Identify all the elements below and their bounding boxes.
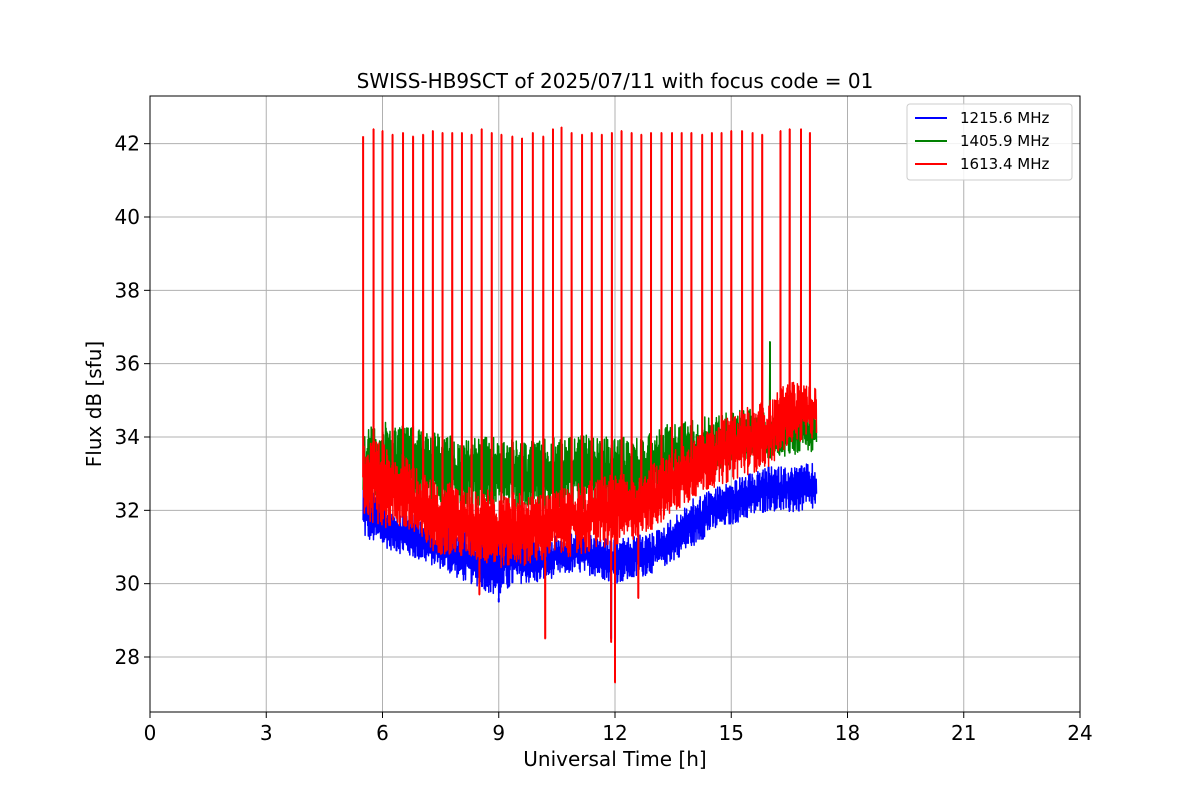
x-tick-label: 9 (492, 721, 505, 745)
x-tick-label: 21 (951, 721, 976, 745)
x-tick-label: 0 (144, 721, 157, 745)
legend-label: 1215.6 MHz (960, 109, 1049, 127)
y-tick-label: 30 (115, 572, 140, 596)
x-tick-label: 15 (719, 721, 744, 745)
x-axis-title: Universal Time [h] (523, 747, 706, 771)
y-axis-title: Flux dB [sfu] (82, 341, 106, 467)
y-tick-label: 40 (115, 205, 140, 229)
y-tick-label: 42 (115, 132, 140, 156)
y-tick-label: 34 (115, 425, 140, 449)
x-tick-label: 12 (602, 721, 627, 745)
legend: 1215.6 MHz 1405.9 MHz 1613.4 MHz (906, 103, 1073, 181)
chart-title: SWISS-HB9SCT of 2025/07/11 with focus co… (357, 69, 874, 93)
series-line (362, 126, 818, 684)
x-tick-label: 24 (1067, 721, 1092, 745)
series-1613-4-mhz (362, 126, 818, 684)
x-axis: 0 3 6 9 12 15 18 21 24 (144, 712, 1093, 745)
plot-series-area (362, 126, 818, 684)
y-tick-label: 28 (115, 645, 140, 669)
x-tick-label: 3 (260, 721, 273, 745)
x-tick-label: 18 (835, 721, 860, 745)
y-axis: 28 30 32 34 36 38 40 42 (115, 132, 150, 669)
y-tick-label: 38 (115, 278, 140, 302)
legend-label: 1405.9 MHz (960, 132, 1049, 150)
x-tick-label: 6 (376, 721, 389, 745)
legend-label: 1613.4 MHz (960, 155, 1049, 173)
y-tick-label: 36 (115, 352, 140, 376)
legend-box (906, 103, 1073, 181)
y-tick-label: 32 (115, 498, 140, 522)
